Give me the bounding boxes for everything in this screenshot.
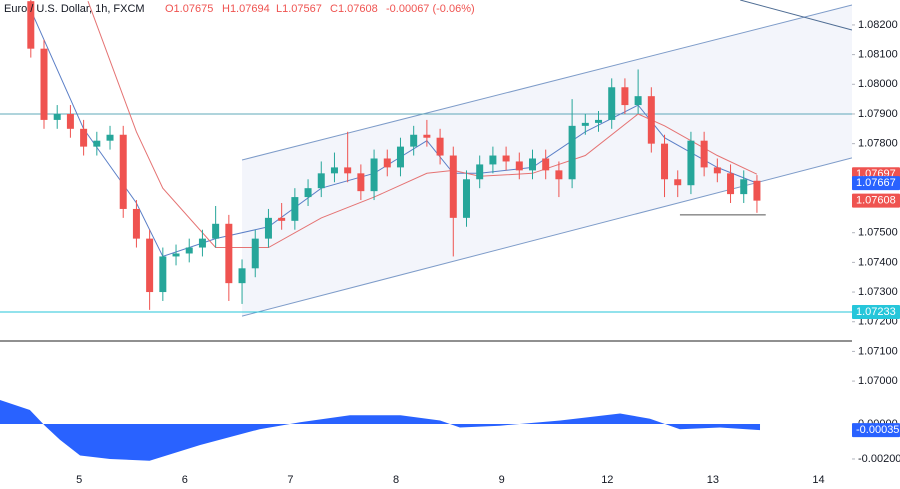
y-tick-label: 1.08000 xyxy=(858,78,898,90)
candle-body xyxy=(674,179,682,186)
osc-value-label-box xyxy=(852,423,900,438)
candle-body xyxy=(581,122,589,126)
candle-body xyxy=(40,48,48,120)
oscillator-area xyxy=(0,400,761,461)
candle-body xyxy=(621,87,629,106)
x-tick-label: 8 xyxy=(393,474,399,486)
x-tick-label: 7 xyxy=(287,474,293,486)
header-text: L1.07567 xyxy=(276,3,322,15)
header-text: -0.00067 (-0.06%) xyxy=(386,3,475,15)
candle-body xyxy=(713,167,721,174)
candle-body xyxy=(198,238,206,248)
candle-body xyxy=(462,179,470,218)
candle-body xyxy=(27,1,35,49)
candle-body xyxy=(264,217,272,239)
x-tick-label: 5 xyxy=(76,474,82,486)
candle-body xyxy=(489,155,497,165)
price-label: 1.07667 xyxy=(856,177,896,189)
candle-body xyxy=(476,164,484,180)
x-tick-label: 13 xyxy=(707,474,719,486)
candle-body xyxy=(119,134,127,209)
candle-body xyxy=(53,113,61,120)
candle-body xyxy=(608,87,616,120)
candle-body xyxy=(304,188,312,198)
x-tick-label: 6 xyxy=(182,474,188,486)
candle-body xyxy=(687,140,695,186)
candle-body xyxy=(146,238,154,293)
candle-body xyxy=(251,238,259,269)
y-tick-label: 1.08100 xyxy=(858,49,898,61)
candle-body xyxy=(357,173,365,192)
price-axis xyxy=(852,0,900,489)
y-tick-label: 1.07100 xyxy=(858,345,898,357)
candle-body xyxy=(515,161,523,171)
candle-body xyxy=(555,170,563,180)
candle-body xyxy=(502,155,510,162)
y-tick-label: 1.07300 xyxy=(858,286,898,298)
candle-body xyxy=(529,158,536,171)
candle-body xyxy=(278,217,286,221)
candle-body xyxy=(700,140,708,168)
x-tick-label: 14 xyxy=(812,474,824,486)
candle-body xyxy=(185,247,193,254)
candle-body xyxy=(330,167,338,174)
candle-body xyxy=(238,268,246,284)
candle-body xyxy=(568,125,576,180)
candle-body xyxy=(542,158,550,171)
header-text: Euro / U.S. Dollar, 1h, FXCM xyxy=(4,3,145,15)
candle-body xyxy=(132,208,140,239)
channel-line xyxy=(241,157,853,317)
header-text: C1.07608 xyxy=(330,3,378,15)
y-tick-label: 1.07900 xyxy=(858,108,898,120)
y-tick-label: 1.07800 xyxy=(858,138,898,150)
y-tick-label: 1.08200 xyxy=(858,19,898,31)
candle-body xyxy=(410,134,418,147)
candle-body xyxy=(80,128,88,147)
candle-body xyxy=(212,223,220,239)
y-tick-label: 1.07000 xyxy=(858,375,898,387)
candle-body xyxy=(423,134,431,138)
candle-body xyxy=(661,143,669,180)
osc-tick-label: -0.00200 xyxy=(858,453,900,465)
candle-body xyxy=(436,137,444,156)
candle-body xyxy=(66,113,74,129)
trend-line xyxy=(740,0,853,31)
candle-body xyxy=(383,158,391,168)
candle-body xyxy=(291,197,299,221)
osc-value-label: -0.00035 xyxy=(856,424,899,436)
candle-body xyxy=(396,146,404,168)
candle-body xyxy=(647,96,655,144)
candle-body xyxy=(727,173,735,195)
candle-body xyxy=(753,180,761,201)
x-tick-label: 9 xyxy=(499,474,505,486)
candle-body xyxy=(634,96,642,106)
candle-body xyxy=(159,256,167,293)
level-label-box xyxy=(852,304,900,319)
y-tick-label: 1.07400 xyxy=(858,256,898,268)
candle-body xyxy=(449,155,457,218)
candle-body xyxy=(172,253,180,257)
channel-line xyxy=(241,4,853,161)
price-label: 1.07608 xyxy=(856,195,896,207)
candle-body xyxy=(370,158,378,192)
candle-body xyxy=(93,140,101,147)
level-label: 1.07233 xyxy=(856,306,896,318)
candle-body xyxy=(595,119,603,123)
candle-body xyxy=(225,223,233,284)
candle-body xyxy=(344,167,352,174)
y-tick-label: 1.07500 xyxy=(858,227,898,239)
price-label-box xyxy=(852,193,900,208)
candle-body xyxy=(317,173,325,189)
candle-body xyxy=(106,134,114,141)
header-text: O1.07675 xyxy=(165,3,213,15)
header-text: H1.07694 xyxy=(222,3,270,15)
candle-body xyxy=(740,179,748,195)
price-label-box xyxy=(852,176,900,191)
x-tick-label: 12 xyxy=(601,474,613,486)
